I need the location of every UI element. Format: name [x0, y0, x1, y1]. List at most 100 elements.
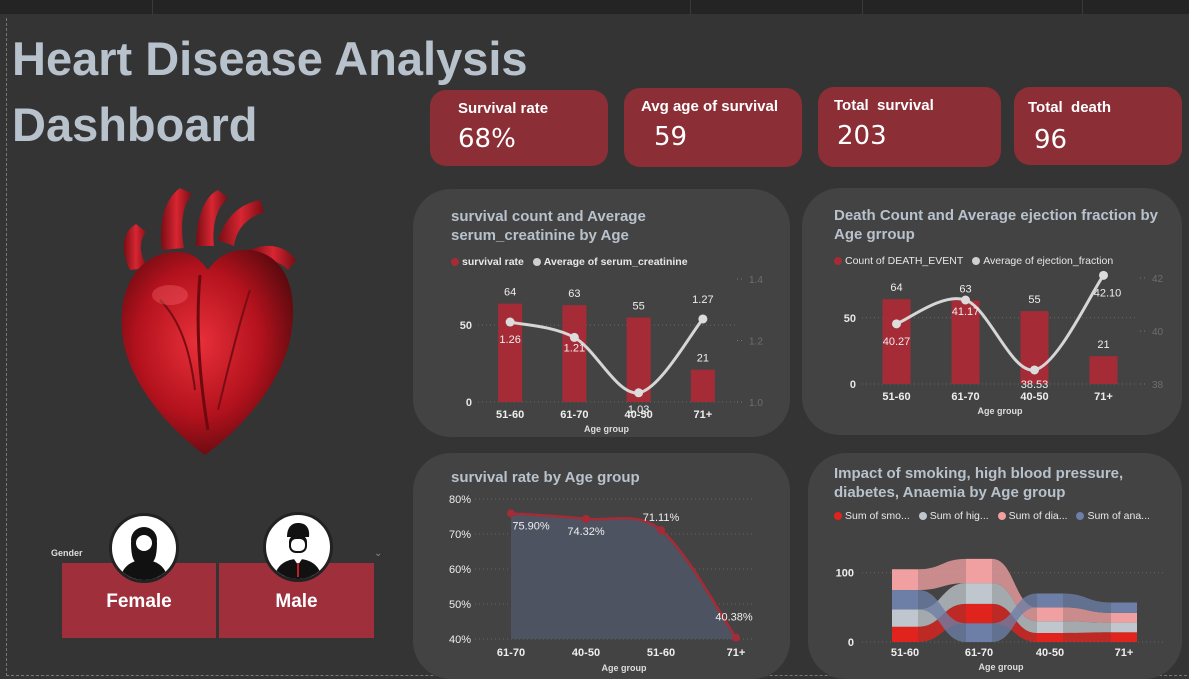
bar-data-label: 55 [633, 300, 645, 312]
x-tick-label: 51-60 [647, 647, 675, 659]
line-data-label: 1.26 [499, 334, 520, 346]
x-axis-title: Age group [584, 424, 629, 434]
ribbon-segment [1037, 607, 1063, 622]
ribbon-segment [892, 609, 918, 627]
ribbon-band [918, 558, 966, 591]
ribbon-band [1063, 607, 1111, 623]
ribbon-segment [1111, 622, 1137, 633]
ribbon-segment [966, 603, 992, 624]
y-tick-label: 60% [449, 564, 471, 576]
legend-item[interactable]: Sum of smo... [834, 510, 910, 522]
legend-item[interactable]: Sum of dia... [997, 510, 1068, 522]
y2-tick-label: 1.2 [749, 337, 763, 348]
line-point [732, 633, 740, 642]
line-point [505, 317, 515, 327]
gender-option-label: Male [275, 590, 318, 612]
y-tick-label: 50% [449, 599, 471, 611]
series-area [511, 513, 736, 639]
window-top-bar [0, 0, 1189, 14]
y-tick-label: 40% [449, 634, 471, 646]
bar-data-label: 21 [697, 353, 709, 365]
line-point [634, 388, 644, 398]
heart-illustration [121, 188, 296, 455]
line-data-label: 1.03 [628, 404, 649, 416]
ribbon-segment [966, 623, 992, 642]
ribbon-chart-risk-factors[interactable]: 0 100 51-60 61-70 40-50 71+ Age group [808, 453, 1182, 679]
point-data-label: 40.38% [715, 612, 753, 624]
chart-card-risk-factors: Impact of smoking, high blood pressure, … [808, 453, 1182, 679]
combo-chart-ejection[interactable]: 0 50 38 40 42 64 51-60 63 61-70 55 40-50 21 71+ 40.27… [802, 188, 1182, 435]
legend-label: Sum of ana... [1087, 510, 1150, 522]
legend-dot-icon [532, 258, 541, 266]
area-chart-survival-rate[interactable]: 40% 50% 60% 70% 80% 75.90% 61-70 74.32% 40-50 71.… [413, 453, 790, 679]
legend-dot-icon [834, 257, 842, 265]
kpi-value: 68% [458, 124, 516, 154]
legend-label: Average of serum_creatinine [543, 256, 688, 268]
bar-data-label: 63 [959, 284, 971, 296]
title-line-2: Dashboard [12, 98, 258, 151]
x-axis-title: Age group [602, 663, 647, 673]
chart-title: survival rate by Age group [451, 469, 640, 486]
x-tick-label: 71+ [1094, 391, 1113, 403]
line-point [657, 526, 665, 535]
y2-tick-label: 1.4 [749, 275, 763, 286]
point-data-label: 71.11% [643, 512, 680, 524]
ribbon-band [918, 590, 966, 642]
y-tick-label: 80% [449, 494, 471, 506]
gender-option-label: Female [106, 590, 172, 612]
kpi-card-total-death[interactable]: Total death 96 [1014, 87, 1182, 165]
legend-item[interactable]: Sum of ana... [1076, 510, 1150, 522]
x-tick-label: 71+ [727, 647, 746, 659]
line-data-label: 41.17 [952, 306, 980, 318]
legend-item[interactable]: Count of DEATH_EVENT [834, 255, 963, 267]
ribbon-segment [892, 626, 918, 642]
bar-data-label: 21 [1097, 339, 1109, 351]
chevron-down-icon[interactable]: ⌄ [374, 548, 383, 559]
title-line-1: Heart Disease Analysis [12, 32, 528, 85]
x-axis-title: Age group [979, 662, 1024, 672]
chart-legend: survival rate Average of serum_creatinin… [451, 256, 694, 268]
line-point [1030, 365, 1039, 375]
x-tick-label: 51-60 [891, 647, 919, 659]
kpi-card-total-survival[interactable]: Total survival 203 [818, 87, 1001, 167]
y-tick-label: 0 [848, 637, 854, 649]
y-tick-label: 70% [449, 529, 471, 541]
line-point [507, 509, 515, 518]
legend-item[interactable]: Average of ejection_fraction [972, 255, 1113, 267]
legend-item[interactable]: survival rate [451, 256, 524, 268]
chart-legend: Count of DEATH_EVENT Average of ejection… [834, 255, 1119, 267]
legend-item[interactable]: Average of serum_creatinine [532, 256, 688, 268]
kpi-card-survival-rate[interactable]: Survival rate 68% [430, 90, 608, 166]
combo-chart-creatinine[interactable]: 0 50 1.0 1.2 1.4 64 51-60 63 61-70 55 40-50 21 71+ 1.… [413, 189, 790, 437]
y2-tick-label: 38 [1152, 380, 1164, 391]
x-tick-label: 61-70 [965, 647, 993, 659]
bar-data-label: 64 [504, 287, 516, 299]
x-tick-label: 40-50 [1020, 391, 1048, 403]
chart-card-survival-rate: survival rate by Age group 40% 50% 60% 70% 8… [413, 453, 790, 679]
line-data-label: 38.53 [1021, 379, 1049, 391]
ribbon-segment [1111, 632, 1137, 642]
page-title: Heart Disease Analysis Dashboard [12, 26, 528, 158]
y-tick-label: 50 [460, 320, 472, 332]
legend-label: Sum of smo... [845, 510, 910, 522]
line-data-label: 1.27 [692, 294, 713, 306]
line-data-label: 42.10 [1094, 287, 1122, 299]
ribbon-segment [1037, 593, 1063, 608]
kpi-label: Total death [1028, 99, 1112, 116]
kpi-value: 59 [654, 122, 688, 152]
series-line [509, 317, 705, 395]
kpi-card-avg-age[interactable]: Avg age of survival 59 [624, 88, 802, 167]
gender-slicer-label: Gender [51, 548, 83, 558]
kpi-value: 96 [1034, 125, 1068, 155]
chart-card-survival-creatinine: survival count and Average serum_creatin… [413, 189, 790, 437]
x-tick-label: 61-70 [497, 647, 525, 659]
series-line [895, 274, 1105, 372]
legend-dot-icon [834, 512, 842, 520]
legend-label: Count of DEATH_EVENT [845, 255, 964, 267]
kpi-value: 203 [837, 121, 887, 151]
x-tick-label: 40-50 [625, 409, 653, 421]
x-tick-label: 61-70 [560, 409, 588, 421]
ribbon-segment [1111, 612, 1137, 623]
legend-item[interactable]: Sum of hig... [918, 510, 989, 522]
line-data-label: 40.27 [883, 336, 911, 348]
